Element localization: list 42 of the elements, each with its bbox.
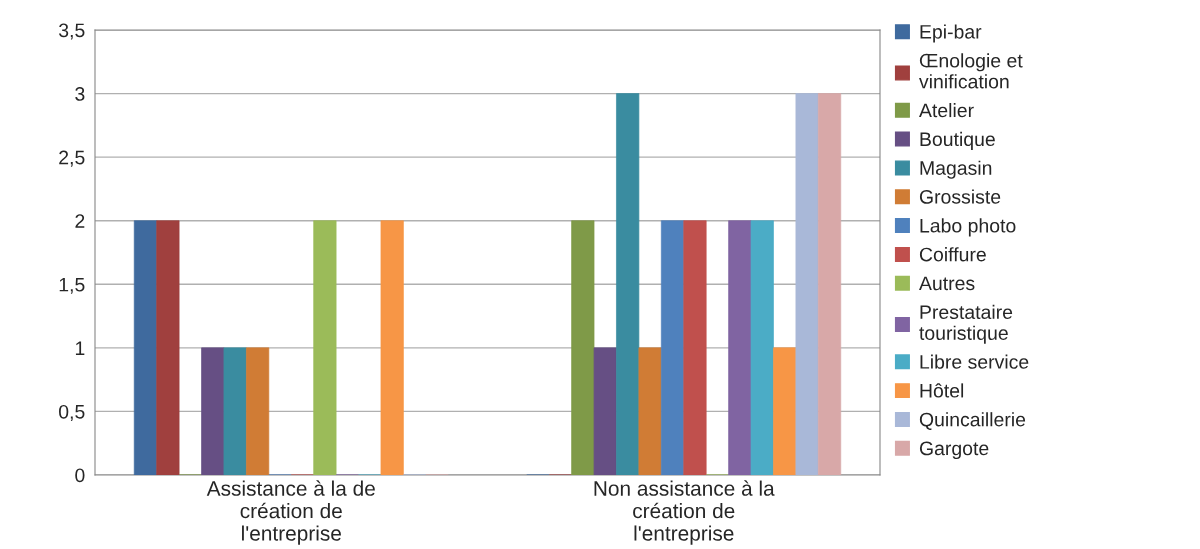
bar [223, 347, 247, 475]
y-tick-label: 3,5 [58, 23, 85, 40]
bar [246, 347, 270, 475]
bar [571, 220, 595, 475]
y-tick-label: 2 [75, 214, 85, 228]
legend-label: Grossiste [919, 189, 1001, 204]
bar [616, 93, 640, 475]
legend-label: Magasin [920, 160, 992, 179]
bar [660, 220, 685, 475]
bar [156, 220, 180, 475]
bar [773, 347, 797, 475]
legend-label: Œnologie et vinification [919, 53, 1023, 89]
bar [201, 347, 225, 475]
y-tick-label: 3 [75, 87, 85, 101]
bar [593, 347, 617, 475]
y-tick-label: 0,5 [59, 404, 85, 421]
bar [683, 220, 707, 475]
legend-label: Libre service [920, 354, 1029, 369]
bar [638, 347, 662, 475]
bar [817, 93, 842, 475]
x-tick-label: Assistance à la de création de l'entreprise [206, 480, 375, 545]
legend-label: Gargote [919, 441, 989, 460]
legend-label: Boutique [920, 131, 995, 150]
legend-label: Quincaillerie [919, 412, 1026, 430]
legend-label: Epi-bar [920, 24, 982, 43]
y-tick-label: 1,5 [59, 277, 85, 294]
y-tick-label: 0 [75, 468, 85, 483]
y-tick-label: 2,5 [59, 150, 85, 167]
bar [380, 220, 404, 475]
bar [750, 220, 774, 475]
x-tick-label: Non assistance à la création de l'entreprise [594, 480, 775, 545]
legend-label: Prestataire touristique [919, 304, 1013, 344]
bar [313, 220, 337, 475]
legend-label: Coiffure [919, 247, 986, 262]
legend-label: Atelier [919, 103, 974, 118]
bar [795, 93, 819, 475]
legend-label: Autres [919, 276, 975, 291]
legend-label: Hôtel [920, 383, 964, 398]
bar [728, 220, 752, 475]
legend-label: Labo photo [920, 218, 1016, 237]
y-tick-label: 1 [75, 341, 85, 355]
bar [133, 220, 158, 475]
